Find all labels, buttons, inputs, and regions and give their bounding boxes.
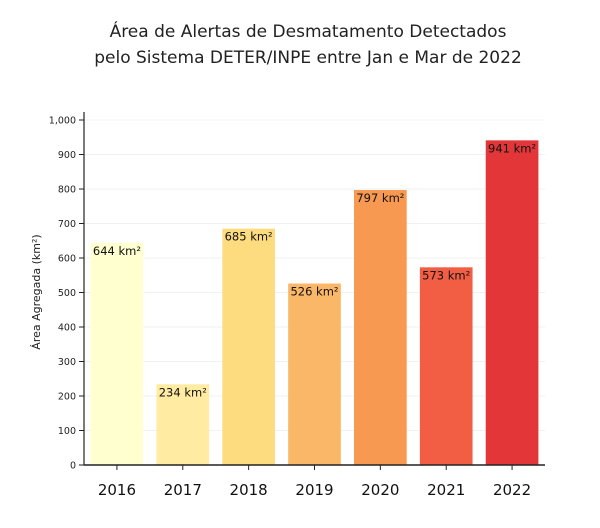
bar-2016 <box>90 242 144 465</box>
y-tick-label: 800 <box>58 185 76 196</box>
x-tick-label: 2016 <box>98 481 136 499</box>
y-axis-ticks: 0 100 200 300 400 500 600 700 800 900 1,000 <box>49 116 84 472</box>
y-tick-label: 100 <box>58 426 76 437</box>
y-tick-label: 400 <box>58 323 76 334</box>
x-tick-label: 2020 <box>361 481 399 499</box>
y-tick-label: 500 <box>58 288 76 299</box>
data-label-2020: 797 km² <box>356 191 404 205</box>
bar-2020 <box>354 190 407 465</box>
x-tick-label: 2018 <box>230 481 268 499</box>
bar-2018 <box>222 228 275 465</box>
x-tick-label: 2017 <box>164 481 202 499</box>
chart-title-line-2: pelo Sistema DETER/INPE entre Jan e Mar … <box>94 48 522 68</box>
data-label-2019: 526 km² <box>290 285 338 299</box>
x-axis-ticks: 2016 2017 2018 2019 2020 2021 2022 <box>98 465 531 499</box>
chart-title-line-1: Área de Alertas de Desmatamento Detectad… <box>110 20 507 42</box>
y-tick-label: 1,000 <box>49 116 76 127</box>
x-tick-label: 2022 <box>493 481 531 499</box>
bar-2021 <box>419 267 473 465</box>
data-labels: 644 km² 234 km² 685 km² 526 km² 797 km² 573 k… <box>93 141 536 399</box>
y-tick-label: 600 <box>58 254 76 265</box>
data-label-2022: 941 km² <box>488 141 536 155</box>
y-tick-label: 200 <box>58 392 76 403</box>
data-label-2018: 685 km² <box>225 230 273 244</box>
x-tick-label: 2019 <box>295 481 333 499</box>
bar-2019 <box>288 283 341 465</box>
y-axis-label: Área Agregada (km²) <box>30 234 43 349</box>
y-tick-label: 300 <box>58 357 76 368</box>
data-label-2021: 573 km² <box>422 268 470 282</box>
bars <box>90 140 539 466</box>
bar-2017 <box>156 384 210 465</box>
data-label-2016: 644 km² <box>93 244 141 258</box>
y-tick-label: 0 <box>70 461 76 472</box>
bar-2022 <box>485 140 539 466</box>
y-tick-label: 900 <box>58 150 76 161</box>
y-tick-label: 700 <box>58 219 76 230</box>
x-tick-label: 2021 <box>427 481 465 499</box>
data-label-2017: 234 km² <box>159 385 207 399</box>
